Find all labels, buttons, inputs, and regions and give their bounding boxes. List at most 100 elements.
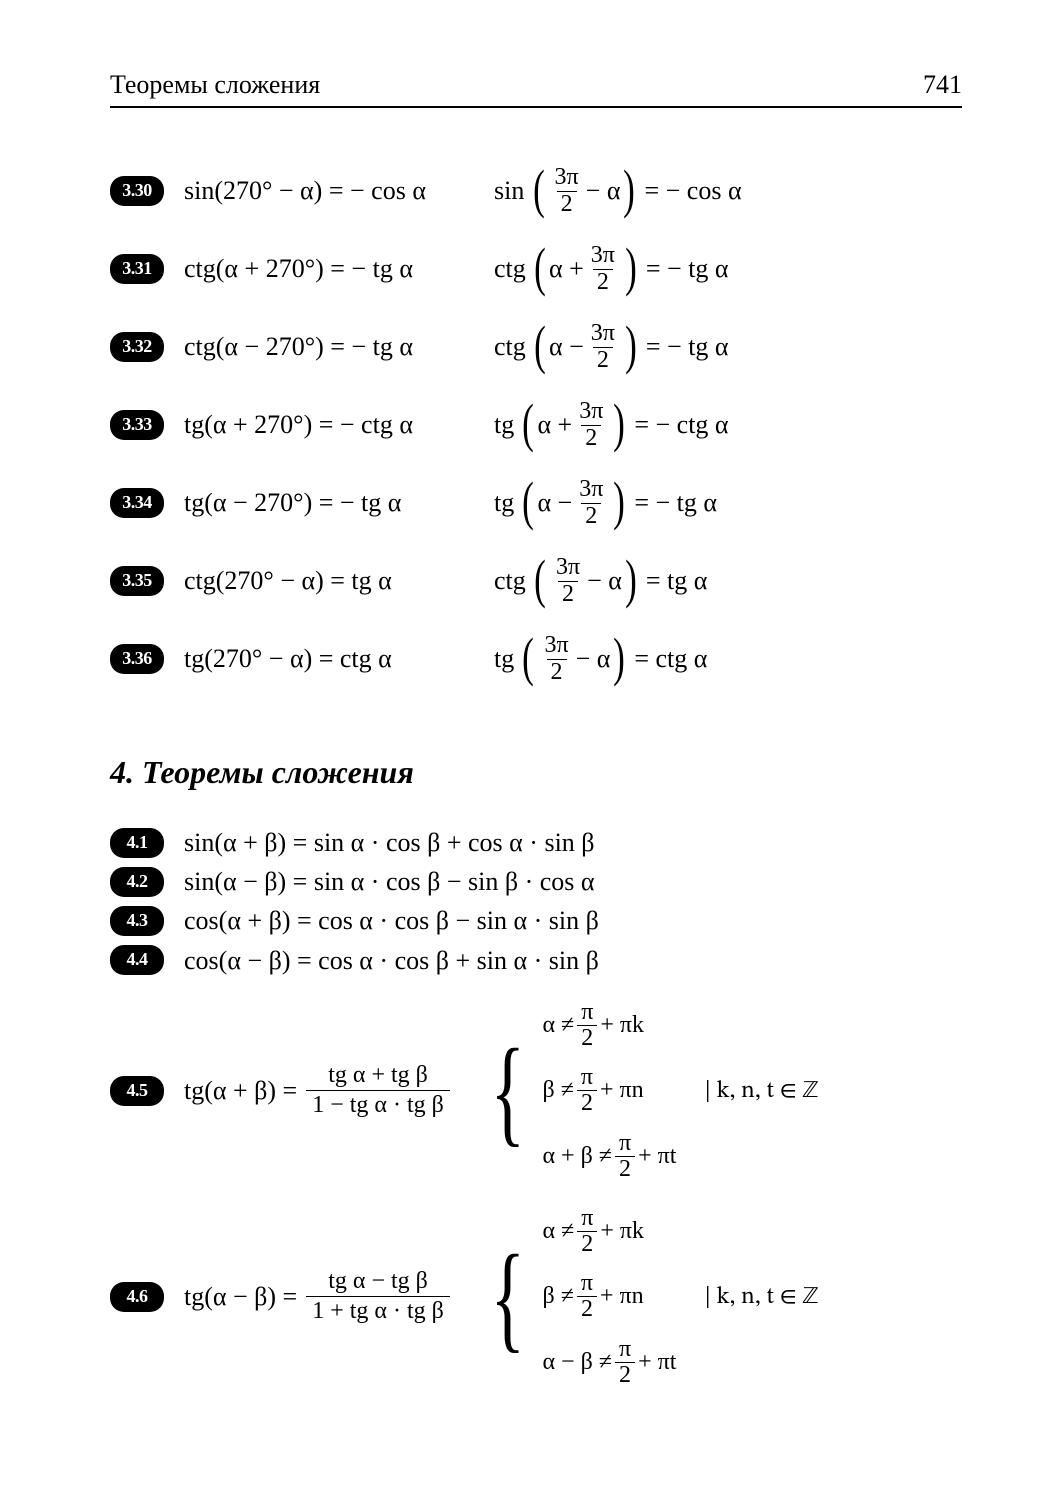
cond-post: + πt — [638, 1349, 676, 1376]
formula-equation: cos(α − β) = cos α · cos β + sin α · sin… — [184, 945, 599, 976]
formula-row: 3.33tg(α + 270°) = − ctg αtg (α + 3π2) =… — [110, 390, 962, 460]
fraction-den: 2 — [577, 1025, 597, 1051]
formula-row: 3.30 sin(270° − α) = − cos αsin (3π2 − α)… — [110, 156, 962, 226]
formula-badge: 3.36 — [110, 644, 164, 674]
cond-post: + πn — [600, 1283, 644, 1310]
fraction: π2 — [577, 1000, 597, 1051]
formula-radians: tg (α − 3π2) = − tg α — [494, 477, 962, 528]
condition-suffix: | k, n, t ∈ ℤ — [704, 1282, 818, 1312]
formula-badge: 3.35 — [110, 566, 164, 596]
condition-suffix: | k, n, t ∈ ℤ — [704, 1076, 818, 1106]
arg-prefix: α − — [537, 487, 572, 518]
fraction-num: 3π — [552, 555, 584, 580]
header-title: Теоремы сложения — [110, 70, 320, 100]
section-3-formulas: 3.30 sin(270° − α) = − cos αsin (3π2 − α)… — [110, 156, 962, 694]
condition-line: α ≠ π2 + πk — [542, 1206, 676, 1257]
fraction-den: 2 — [557, 191, 577, 217]
cond-pre: α − β ≠ — [542, 1349, 612, 1376]
fraction-num: tg α + tg β — [322, 1061, 434, 1090]
fraction: π2 — [615, 1337, 635, 1388]
fraction-den: 2 — [593, 347, 613, 373]
formula-badge: 3.31 — [110, 254, 164, 284]
arg-prefix: α − — [549, 331, 584, 362]
fraction-num: π — [577, 1065, 597, 1090]
cond-pre: α ≠ — [542, 1218, 574, 1245]
fraction: 3π2 — [551, 165, 583, 216]
condition-lines: α ≠ π2 + πkβ ≠ π2 + πnα + β ≠ π2 + πt — [542, 1000, 676, 1182]
fraction-num: π — [615, 1131, 635, 1156]
formula-row: 3.34tg(α − 270°) = − tg αtg (α − 3π2) = … — [110, 468, 962, 538]
formula-lhs: tg(α − β) = tg α − tg β1 + tg α · tg β — [184, 1267, 453, 1326]
formula-badge: 3.34 — [110, 488, 164, 518]
page: Теоремы сложения 741 3.30 sin(270° − α) =… — [0, 0, 1062, 1500]
formula-radians: tg (α + 3π2) = − ctg α — [494, 399, 962, 450]
cond-post: + πk — [600, 1218, 644, 1245]
formula-row: 4.2 sin(α − β) = sin α · cos β − sin β · … — [110, 866, 962, 897]
formula-badge: 4.3 — [110, 906, 164, 936]
formula-row: 4.4cos(α − β) = cos α · cos β + sin α · … — [110, 945, 962, 976]
formula-rhs: = tg α — [646, 565, 708, 596]
formula-degrees: sin(270° − α) = − cos α — [184, 175, 494, 206]
fraction: 3π2 — [587, 243, 619, 294]
fraction-den: 1 + tg α · tg β — [306, 1296, 450, 1326]
cond-post: + πk — [600, 1012, 644, 1039]
fn-name: tg — [494, 487, 514, 518]
fraction: π2 — [577, 1206, 597, 1257]
fraction: π2 — [577, 1065, 597, 1116]
arg-suffix: − α — [587, 565, 622, 596]
formula-badge: 4.2 — [110, 867, 164, 897]
fraction-num: tg α − tg β — [322, 1267, 434, 1296]
fn-name: ctg — [494, 565, 526, 596]
formula-pair: tg(α − 270°) = − tg αtg (α − 3π2) = − tg… — [184, 477, 962, 528]
left-brace: { — [490, 1270, 525, 1324]
formula-pair: tg(α + 270°) = − ctg αtg (α + 3π2) = − c… — [184, 399, 962, 450]
formula-badge: 4.1 — [110, 828, 164, 858]
section-4-tg: 4.5tg(α + β) = tg α + tg β1 − tg α · tg … — [110, 1000, 962, 1388]
section-4-simple: 4.1sin(α + β) = sin α · cos β + cos α · … — [110, 827, 962, 976]
fraction-num: 3π — [551, 165, 583, 190]
condition-line: α ≠ π2 + πk — [542, 1000, 676, 1051]
formula-radians: ctg (α − 3π2) = − tg α — [494, 321, 962, 372]
formula-row: 4.3 cos(α + β) = cos α · cos β − sin α · … — [110, 905, 962, 936]
formula-rhs: = − tg α — [646, 331, 729, 362]
formula-equation: cos(α + β) = cos α · cos β − sin α · sin… — [184, 905, 599, 936]
formula-row: 4.5tg(α + β) = tg α + tg β1 − tg α · tg … — [110, 1000, 962, 1182]
fraction-den: 2 — [577, 1231, 597, 1257]
fraction: 3π2 — [552, 555, 584, 606]
formula-radians: sin (3π2 − α) = − cos α — [494, 165, 962, 216]
arg-suffix: − α — [576, 643, 611, 674]
fraction-num: π — [615, 1337, 635, 1362]
formula-badge: 3.32 — [110, 332, 164, 362]
conditions: {α ≠ π2 + πkβ ≠ π2 + πnα − β ≠ π2 + πt — [479, 1206, 677, 1388]
cond-pre: α + β ≠ — [542, 1143, 612, 1170]
formula-row: 4.1sin(α + β) = sin α · cos β + cos α · … — [110, 827, 962, 858]
lhs-text: tg(α + β) = — [184, 1076, 297, 1106]
fraction: π2 — [577, 1271, 597, 1322]
formula-rhs: = ctg α — [634, 643, 707, 674]
formula-badge: 3.30 — [110, 176, 164, 206]
arg-prefix: α + — [549, 253, 584, 284]
arg-suffix: − α — [586, 175, 621, 206]
fraction-num: 3π — [540, 633, 572, 658]
formula-rhs: = − tg α — [646, 253, 729, 284]
fraction-den: 1 − tg α · tg β — [306, 1090, 450, 1120]
formula-lhs: tg(α + β) = tg α + tg β1 − tg α · tg β — [184, 1061, 453, 1120]
formula-row: 3.32 ctg(α − 270°) = − tg αctg (α − 3π2) … — [110, 312, 962, 382]
formula-pair: ctg(270° − α) = tg αctg (3π2 − α) = tg α — [184, 555, 962, 606]
formula-equation: sin(α − β) = sin α · cos β − sin β · cos… — [184, 866, 595, 897]
formula-row: 4.6 tg(α − β) = tg α − tg β1 + tg α · tg … — [110, 1206, 962, 1388]
conditions: {α ≠ π2 + πkβ ≠ π2 + πnα + β ≠ π2 + πt — [479, 1000, 677, 1182]
fn-name: tg — [494, 643, 514, 674]
fraction-num: 3π — [587, 321, 619, 346]
fraction: 3π2 — [575, 399, 607, 450]
condition-line: α − β ≠ π2 + πt — [542, 1337, 676, 1388]
page-number: 741 — [923, 70, 962, 100]
fraction-den: 2 — [615, 1156, 635, 1182]
formula-rhs: = − cos α — [644, 175, 741, 206]
formula-rhs: = − tg α — [634, 487, 717, 518]
cond-pre: α ≠ — [542, 1012, 574, 1039]
fraction-num: 3π — [575, 399, 607, 424]
formula-badge: 4.6 — [110, 1282, 164, 1312]
condition-line: β ≠ π2 + πn — [542, 1271, 676, 1322]
formula-pair: ctg(α − 270°) = − tg αctg (α − 3π2) = − … — [184, 321, 962, 372]
